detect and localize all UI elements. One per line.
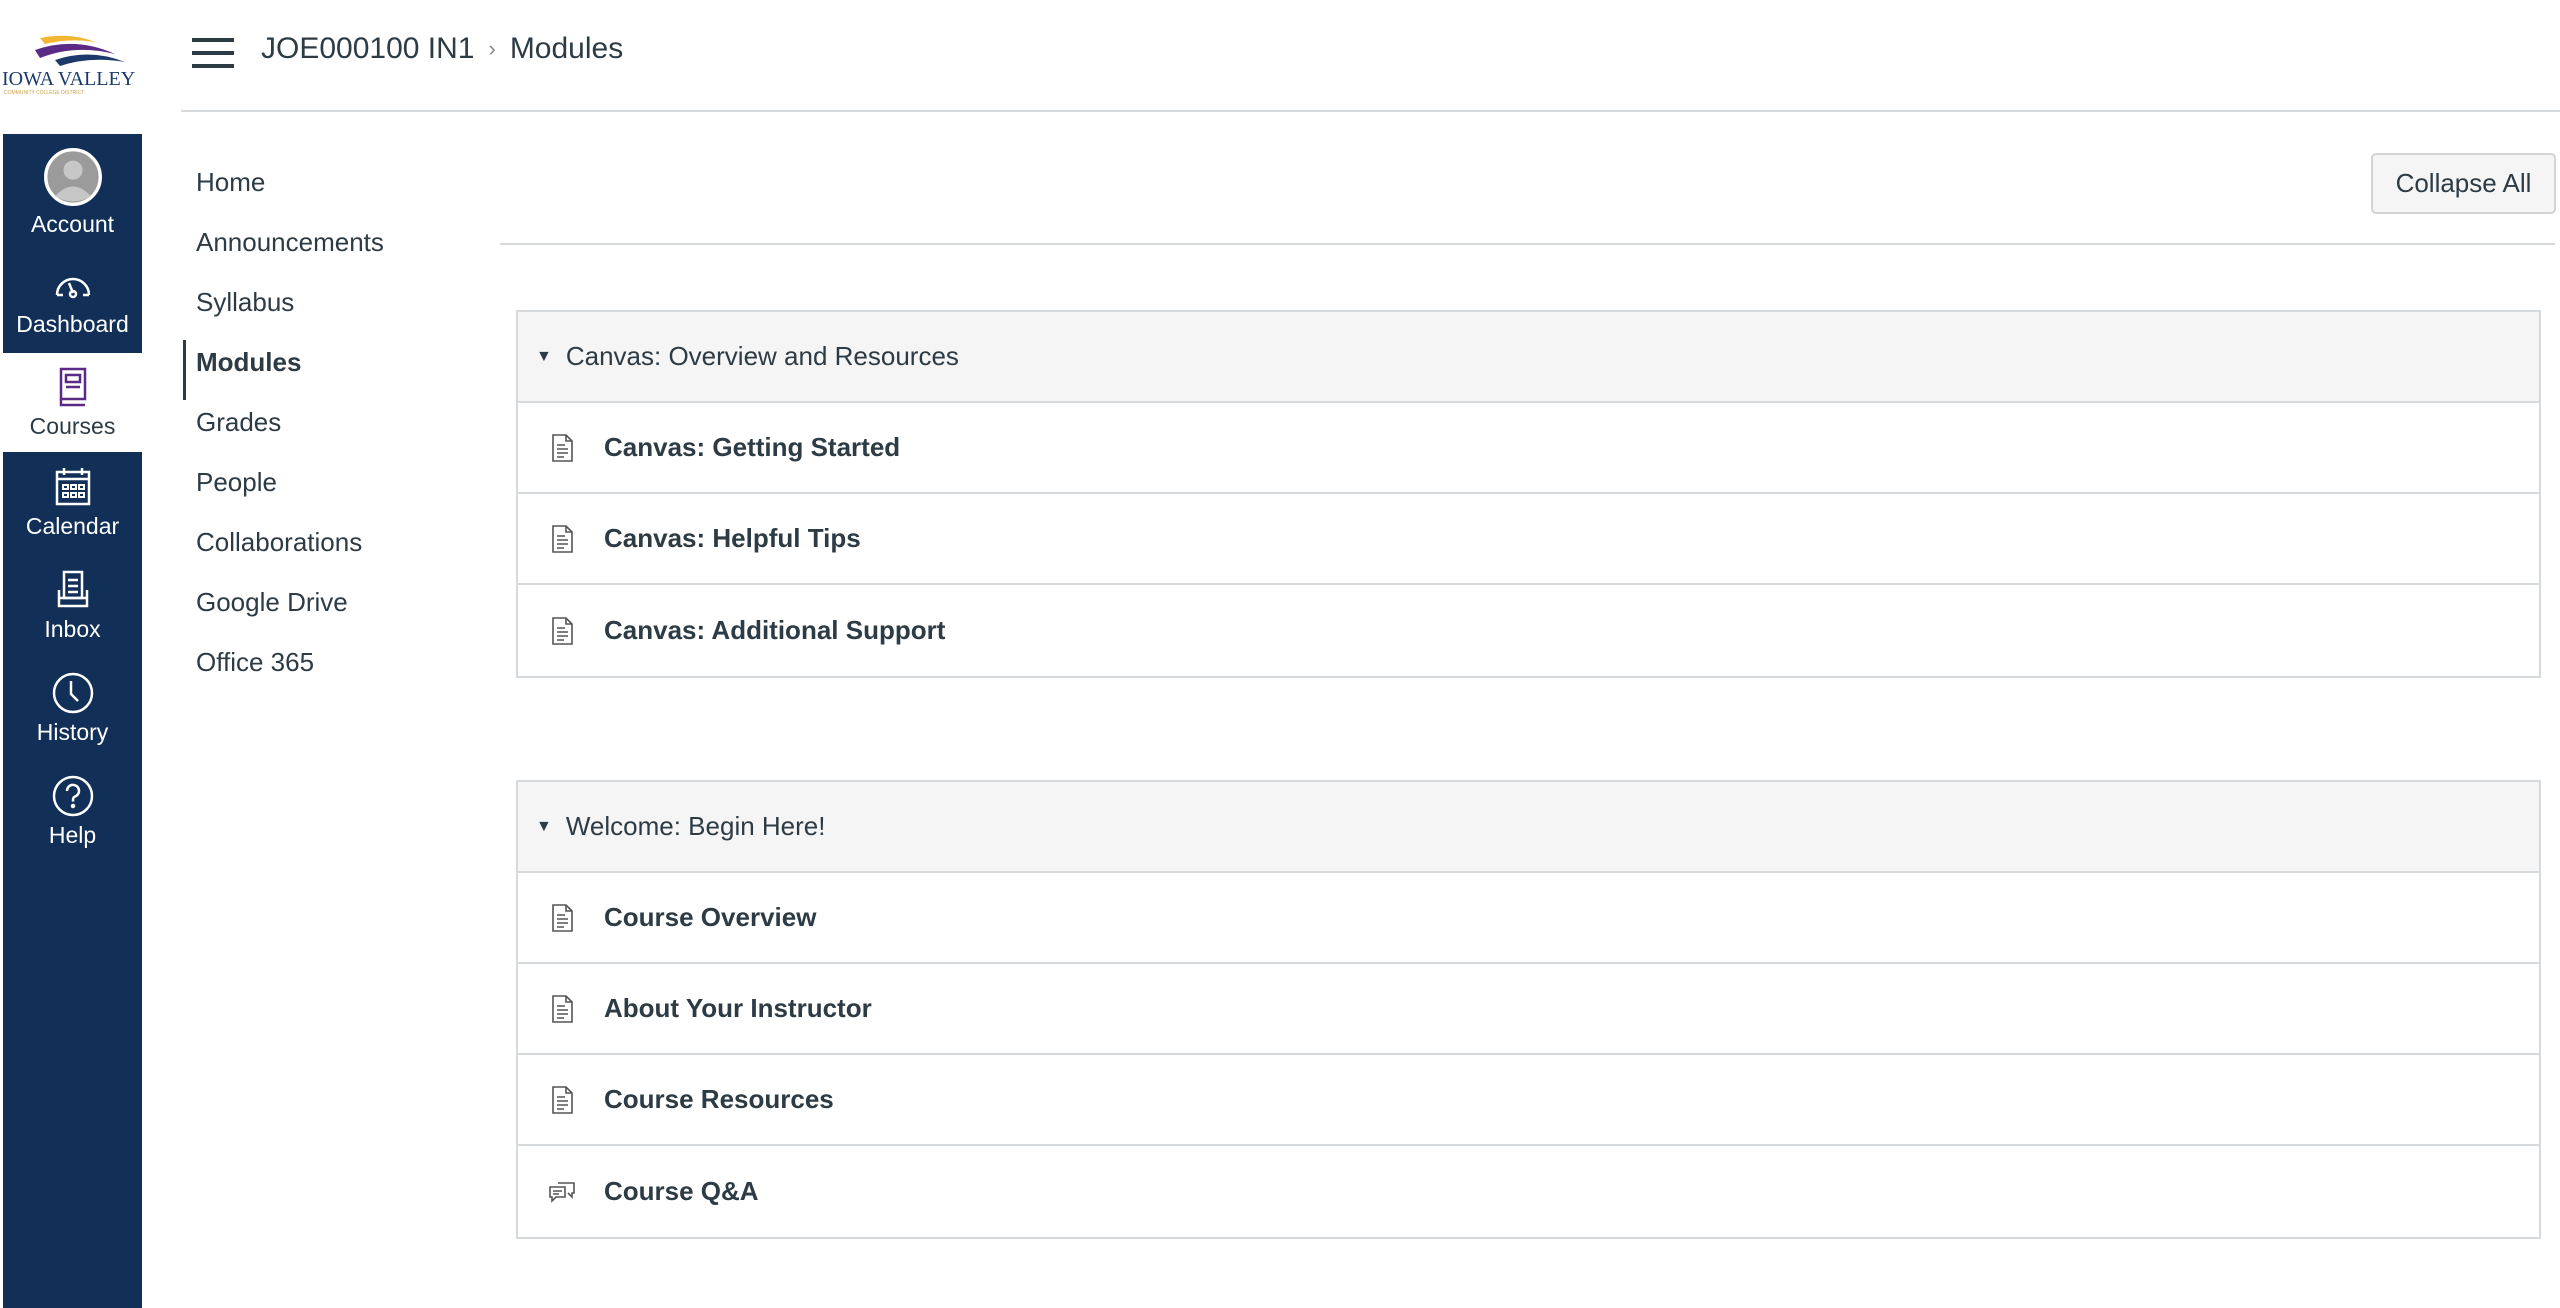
collapse-all-button[interactable]: Collapse All [2371,153,2556,214]
global-nav-label: Calendar [25,513,120,539]
module-item[interactable]: Canvas: Additional Support [518,585,2539,676]
clock-icon [52,672,93,714]
page-icon [552,616,573,645]
course-nav-announcements[interactable]: Announcements [196,227,384,257]
breadcrumb-separator: › [488,36,496,61]
module-item[interactable]: Canvas: Helpful Tips [518,494,2539,585]
global-nav-label: Account [30,210,115,237]
module-header[interactable]: ▼ Canvas: Overview and Resources [518,312,2539,403]
global-nav-label: History [36,719,109,745]
global-nav-label: Help [48,822,97,848]
course-navigation: Home Announcements Syllabus Modules Grad… [183,160,384,700]
course-nav-grades[interactable]: Grades [196,407,282,437]
global-nav-calendar[interactable]: Calendar [3,452,142,553]
module-item-title[interactable]: About Your Instructor [604,993,872,1023]
avatar-icon [43,147,102,206]
module-item-title[interactable]: Course Overview [604,902,817,932]
global-nav-dashboard[interactable]: Dashboard [3,250,142,351]
module-item[interactable]: Canvas: Getting Started [518,403,2539,494]
inbox-icon [57,570,88,608]
global-nav-label: Courses [29,413,116,439]
global-nav-label: Dashboard [16,311,129,337]
header-divider [181,110,2560,112]
course-nav-home[interactable]: Home [196,167,266,197]
svg-text:IOWA VALLEY: IOWA VALLEY [2,68,135,90]
module-item-title[interactable]: Canvas: Getting Started [604,432,901,462]
module-title: Canvas: Overview and Resources [565,341,959,371]
caret-down-icon[interactable]: ▼ [536,817,552,835]
module-item[interactable]: About Your Instructor [518,964,2539,1055]
page-icon [552,994,573,1023]
global-nav-inbox[interactable]: Inbox [3,555,142,656]
global-nav-courses[interactable]: Courses [3,353,142,452]
module-header[interactable]: ▼ Welcome: Begin Here! [518,782,2539,873]
courses-icon [59,367,86,407]
page-icon [552,524,573,553]
institution-logo[interactable]: IOWA VALLEY COMMUNITY COLLEGE DISTRICT [0,30,145,100]
breadcrumb-course-link[interactable]: JOE000100 IN1 [261,32,475,65]
module-item-title[interactable]: Course Q&A [604,1176,759,1206]
hamburger-menu-button[interactable] [192,38,234,68]
global-nav-account[interactable]: Account [3,134,142,250]
global-nav-history[interactable]: History [3,658,142,759]
module-item-title[interactable]: Canvas: Helpful Tips [604,523,861,553]
breadcrumb-current-page: Modules [509,32,624,65]
page-icon [552,433,573,462]
global-nav-help[interactable]: Help [3,761,142,862]
dashboard-icon [55,277,90,299]
help-icon [52,775,93,817]
course-nav-people[interactable]: People [196,467,277,497]
module-item[interactable]: Course Resources [518,1055,2539,1146]
breadcrumb: JOE000100 IN1 › Modules [261,32,623,66]
course-nav-office-365[interactable]: Office 365 [196,647,315,677]
course-nav-modules[interactable]: Modules [183,340,384,400]
calendar-icon [55,468,90,506]
module-item-title[interactable]: Canvas: Additional Support [604,615,946,645]
module-item[interactable]: Course Overview [518,873,2539,964]
module-item[interactable]: Course Q&A [518,1146,2539,1237]
course-nav-collaborations[interactable]: Collaborations [196,527,363,557]
toolbar-divider [500,243,2555,245]
global-navigation: Account Dashboard Courses Calendar Inbox… [3,134,142,1308]
module: ▼ Canvas: Overview and Resources Canvas: G… [516,310,2541,678]
global-nav-label: Inbox [44,616,101,642]
course-nav-google-drive[interactable]: Google Drive [196,587,348,617]
course-nav-syllabus[interactable]: Syllabus [196,287,295,317]
page-icon [552,903,573,932]
module-title: Welcome: Begin Here! [565,811,826,841]
caret-down-icon[interactable]: ▼ [536,347,552,365]
page-icon [552,1085,573,1114]
module-item-title[interactable]: Course Resources [604,1084,834,1114]
module: ▼ Welcome: Begin Here! Course Overview Abou… [516,780,2541,1239]
svg-text:COMMUNITY COLLEGE DISTRICT: COMMUNITY COLLEGE DISTRICT [4,90,84,96]
discussion-icon [549,1181,575,1203]
